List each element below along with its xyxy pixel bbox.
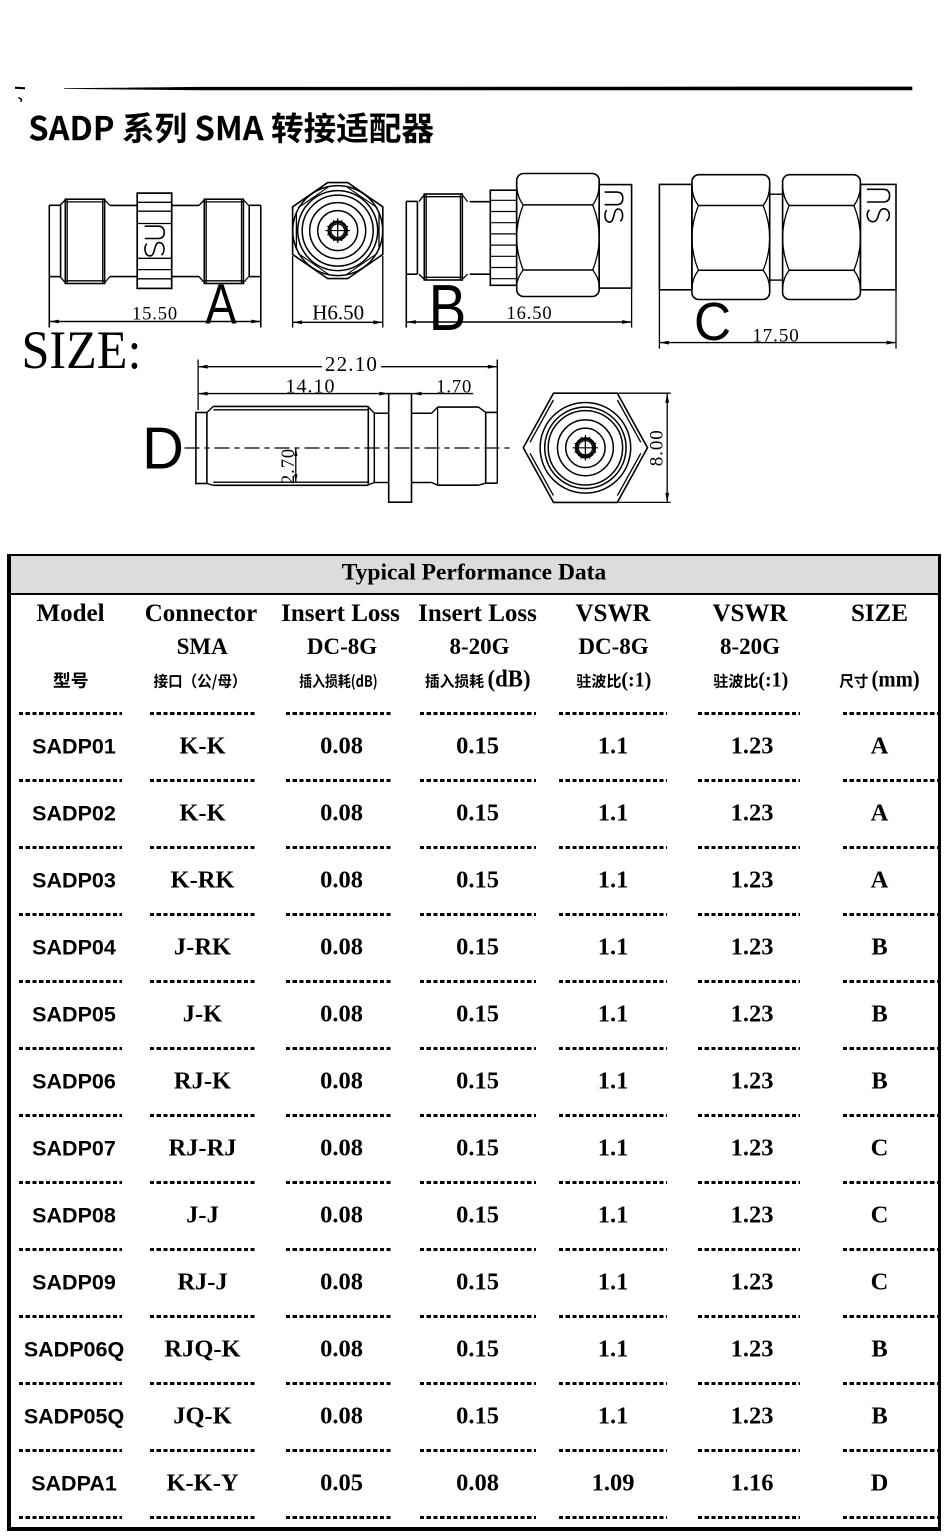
svg-text:1.70: 1.70: [436, 377, 472, 397]
svg-text:17.50: 17.50: [752, 326, 799, 347]
svg-text:D: D: [142, 416, 184, 482]
svg-text:15.50: 15.50: [132, 304, 178, 324]
svg-text:(dB): (dB): [487, 666, 530, 693]
svg-text:2.70: 2.70: [279, 448, 299, 484]
svg-text:14.10: 14.10: [286, 376, 336, 398]
svg-text:(mm): (mm): [871, 666, 919, 691]
svg-text:8.00: 8.00: [647, 429, 668, 466]
svg-text:B: B: [429, 271, 467, 344]
svg-text:(:1): (:1): [758, 669, 788, 692]
svg-text:16.50: 16.50: [506, 304, 552, 324]
svg-text:SIZE:: SIZE:: [22, 321, 142, 380]
svg-text:H6.50: H6.50: [312, 300, 364, 324]
svg-text:22.10: 22.10: [325, 352, 378, 376]
svg-text:A: A: [205, 273, 236, 336]
svg-text:(:1): (:1): [621, 669, 651, 692]
svg-text:C: C: [694, 292, 731, 352]
